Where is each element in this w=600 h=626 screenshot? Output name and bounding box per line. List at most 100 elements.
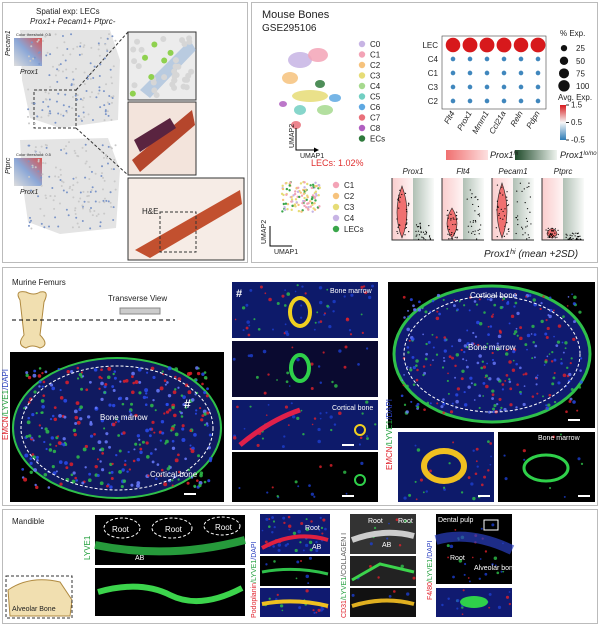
spot	[66, 47, 69, 50]
spot	[138, 46, 145, 53]
spot	[87, 113, 90, 116]
cell	[451, 345, 454, 348]
cell	[152, 375, 156, 380]
violin-point	[506, 196, 508, 198]
cell	[193, 432, 197, 437]
stain-part: /COLLAGEN I	[341, 533, 348, 577]
cell	[118, 449, 122, 453]
cell	[52, 449, 57, 454]
violin-bg-lo	[413, 178, 434, 240]
violin-point	[425, 233, 427, 235]
violin-axes	[541, 178, 584, 241]
cell	[466, 365, 469, 369]
nucleus	[479, 558, 482, 560]
violin-point	[549, 233, 551, 235]
cell	[104, 382, 108, 386]
spot	[85, 160, 88, 163]
he-label: H&E	[142, 207, 158, 216]
cell	[172, 390, 177, 395]
spot	[27, 224, 30, 227]
violin-point	[418, 234, 421, 236]
cell	[203, 412, 207, 416]
spot	[108, 102, 111, 105]
violin-point	[470, 197, 473, 199]
umap-cell	[311, 203, 314, 207]
violin-point	[554, 228, 556, 230]
umap-y: UMAP2	[289, 124, 296, 148]
nucleus	[392, 590, 396, 593]
spot	[160, 35, 167, 42]
spot	[81, 99, 84, 102]
panel-c-title: Murine Femurs	[12, 278, 66, 287]
spot	[51, 65, 54, 68]
violin-point	[399, 189, 401, 191]
spot	[63, 147, 66, 150]
umap-cell	[296, 190, 300, 194]
cell	[412, 383, 416, 386]
cell	[424, 310, 428, 314]
spot	[44, 91, 47, 94]
cell	[146, 371, 149, 374]
nucleus	[351, 593, 355, 597]
umap-cell	[305, 198, 308, 202]
violin-point	[506, 199, 508, 201]
nucleus	[267, 373, 270, 376]
cell	[203, 375, 208, 380]
violin-point	[397, 226, 399, 228]
cell	[43, 473, 48, 477]
cell	[149, 452, 153, 455]
spot	[81, 146, 84, 149]
cell	[32, 439, 35, 442]
spot	[114, 144, 117, 147]
cell	[59, 396, 64, 400]
spot	[99, 106, 102, 109]
spot	[80, 53, 83, 56]
violin-point	[548, 236, 551, 238]
cell	[551, 351, 554, 354]
violin-title: Flt4	[456, 167, 470, 176]
violin-point	[496, 209, 498, 211]
violin-point	[406, 219, 408, 221]
cell	[101, 452, 105, 455]
cell	[573, 295, 577, 300]
umap-cell	[285, 193, 288, 196]
cell	[411, 355, 415, 359]
cell	[491, 389, 495, 393]
cell	[403, 316, 406, 319]
umap-cell	[317, 194, 320, 197]
cell	[69, 462, 74, 467]
spot	[171, 68, 178, 75]
nucleus	[317, 439, 321, 444]
spot	[100, 150, 103, 153]
spot	[103, 104, 106, 107]
cell	[177, 470, 181, 474]
cell	[111, 403, 116, 408]
nucleus	[331, 380, 334, 384]
cell	[493, 345, 496, 349]
cell	[407, 309, 409, 312]
dot	[535, 70, 541, 76]
spot	[47, 92, 50, 95]
cell	[184, 406, 188, 409]
cell	[525, 295, 527, 298]
cell	[180, 394, 184, 397]
region-label: Root	[368, 518, 383, 525]
violin-point	[450, 238, 452, 240]
cell	[110, 476, 114, 480]
cell	[570, 357, 573, 360]
cell	[487, 333, 490, 337]
region-label: Cortical bone	[332, 405, 373, 412]
violin-point	[530, 223, 532, 225]
nucleus	[265, 414, 268, 416]
spot	[103, 197, 106, 200]
cell	[516, 383, 519, 386]
cell	[45, 429, 50, 434]
legend-label: C4	[370, 82, 381, 91]
violin-point	[418, 238, 420, 240]
micrograph	[232, 341, 378, 397]
spot	[30, 41, 33, 44]
violin-point	[569, 234, 571, 236]
spot	[82, 97, 85, 100]
cell	[160, 420, 165, 424]
